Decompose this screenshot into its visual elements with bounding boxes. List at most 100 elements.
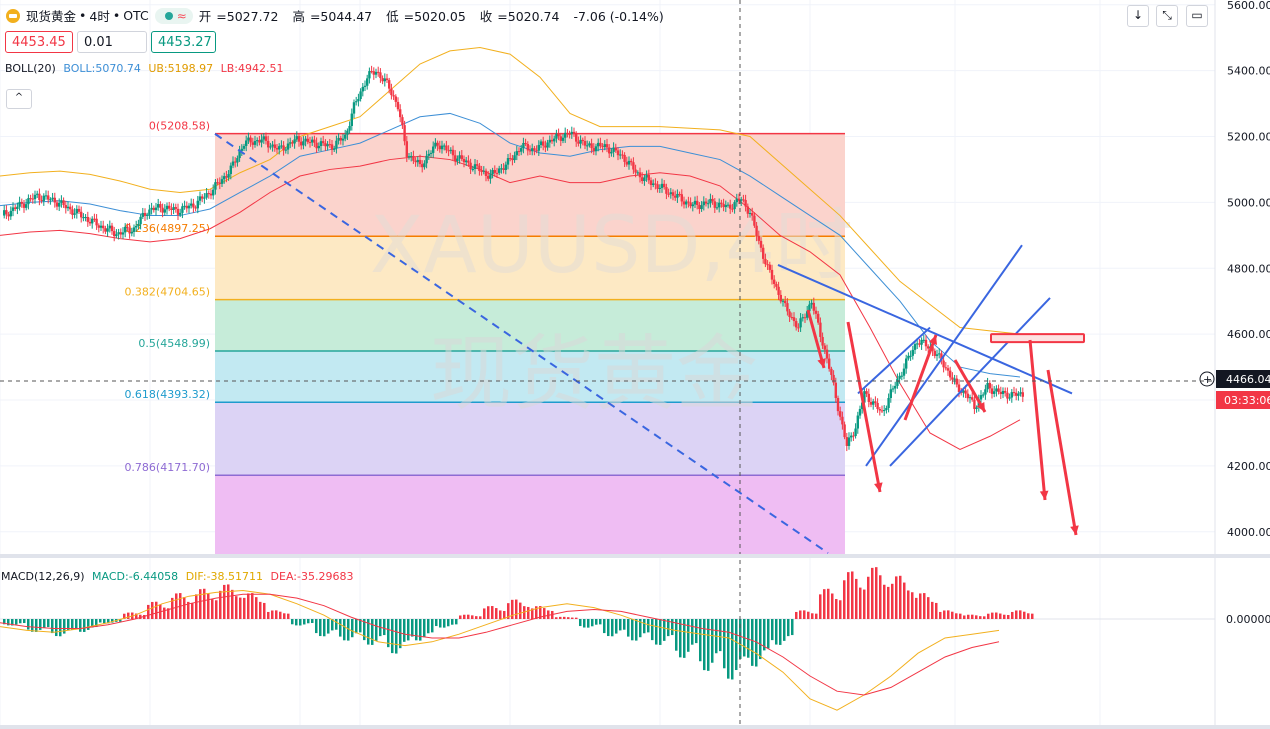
macd-dea-line bbox=[0, 593, 1000, 696]
candle-body bbox=[691, 204, 694, 207]
candle-body bbox=[168, 205, 171, 209]
macd-histogram-bar bbox=[623, 619, 626, 630]
candle-body bbox=[434, 142, 437, 147]
candle-body bbox=[247, 137, 250, 141]
timeframe[interactable]: 4时 bbox=[89, 9, 110, 24]
macd-legend[interactable]: MACD(12,26,9) MACD:-6.44058 DIF:-38.5171… bbox=[1, 570, 357, 583]
fib-zone bbox=[215, 299, 845, 351]
pane-separator[interactable] bbox=[0, 554, 1270, 558]
macd-histogram-bar bbox=[59, 619, 62, 637]
quantity-input[interactable]: 0.01 bbox=[77, 31, 147, 53]
candle-body bbox=[803, 317, 807, 319]
symbol-name[interactable]: 现货黄金 bbox=[26, 9, 77, 24]
macd-histogram-bar bbox=[163, 607, 166, 619]
candle-body bbox=[456, 158, 459, 162]
candle-body bbox=[654, 183, 657, 185]
candle-body bbox=[942, 360, 945, 368]
dif-value: DIF:-38.51711 bbox=[185, 570, 264, 583]
channel-connector-line bbox=[857, 326, 931, 395]
macd-histogram-bar bbox=[955, 613, 958, 619]
candle-body bbox=[909, 355, 912, 357]
candle-body bbox=[522, 142, 525, 149]
candle-body bbox=[407, 156, 411, 158]
candle-body bbox=[460, 155, 463, 160]
fib-zone bbox=[215, 475, 845, 554]
macd-histogram-bar bbox=[591, 619, 594, 627]
candle-body bbox=[913, 344, 917, 350]
candle-body bbox=[652, 183, 655, 185]
bollinger-bands bbox=[0, 47, 1021, 450]
macd-histogram-bar bbox=[563, 616, 566, 619]
macd-histogram-bar bbox=[215, 600, 218, 619]
trend-drawings[interactable] bbox=[214, 133, 1085, 554]
macd-histogram-bar bbox=[407, 619, 410, 641]
macd-histogram-bar bbox=[391, 619, 394, 654]
candle-body bbox=[830, 368, 833, 375]
candle-body bbox=[251, 142, 254, 145]
candle-body bbox=[449, 149, 452, 151]
macd-histogram-bar bbox=[659, 619, 662, 645]
candle-body bbox=[291, 142, 294, 144]
candle-body bbox=[680, 194, 683, 202]
boll-mid-value: BOLL:5070.74 bbox=[63, 62, 141, 75]
candle-body bbox=[227, 174, 230, 178]
macd-histogram-bar bbox=[947, 610, 950, 619]
candle-body bbox=[753, 215, 756, 226]
candle-body bbox=[273, 144, 276, 148]
candle-body bbox=[207, 193, 210, 195]
candle-body bbox=[854, 428, 857, 436]
macd-histogram-bar bbox=[915, 597, 918, 619]
macd-histogram-bar bbox=[627, 619, 630, 637]
candle-body bbox=[603, 144, 606, 148]
candle-body bbox=[469, 162, 472, 170]
buy-button[interactable]: 4453.27 bbox=[151, 31, 216, 53]
candle-body bbox=[911, 349, 914, 356]
market-status-pill[interactable]: ≈ bbox=[154, 7, 193, 24]
candle-body bbox=[861, 402, 864, 409]
candle-body bbox=[707, 203, 710, 205]
macd-histogram-bar bbox=[963, 615, 966, 619]
candle-body bbox=[236, 158, 239, 163]
exchange: OTC bbox=[123, 8, 149, 23]
macd-histogram-bar bbox=[711, 619, 714, 663]
macd-histogram-bar bbox=[259, 601, 262, 619]
boll-legend[interactable]: BOLL(20) BOLL:5070.74 UB:5198.97 LB:4942… bbox=[5, 62, 288, 75]
expand-button[interactable]: ⤡ bbox=[1156, 5, 1178, 27]
candle-body bbox=[190, 203, 193, 206]
candle-body bbox=[64, 205, 67, 209]
candle-body bbox=[414, 160, 417, 163]
macd-histogram-bar bbox=[507, 603, 510, 619]
candle-body bbox=[682, 201, 686, 205]
maximize-button[interactable]: ▭ bbox=[1186, 5, 1208, 27]
price-axis[interactable]: 5600.00 5400.00 5200.00 5000.00 4800.00 4600.… bbox=[1199, 0, 1270, 725]
collapse-legend-button[interactable]: ^ bbox=[6, 89, 32, 109]
macd-histogram-bar bbox=[1015, 610, 1018, 619]
candle-body bbox=[313, 139, 316, 143]
fib-level-label: 0(5208.58) bbox=[149, 120, 210, 133]
candle-body bbox=[940, 353, 943, 361]
candle-body bbox=[93, 218, 96, 220]
candle-body bbox=[95, 218, 98, 226]
candle-body bbox=[531, 148, 534, 152]
macd-histogram-bar bbox=[511, 599, 514, 619]
macd-histogram-bar bbox=[935, 602, 938, 619]
candle-body bbox=[938, 353, 941, 355]
candle-body bbox=[740, 199, 743, 201]
sell-button[interactable]: 4453.45 bbox=[5, 31, 73, 53]
symbol-header: 现货黄金 • 4时 • OTC ≈ 开 =5027.72 高 =5044.47 低 =… bbox=[6, 6, 669, 25]
candle-body bbox=[773, 279, 776, 285]
candle-body bbox=[709, 198, 712, 204]
download-button[interactable]: ↓ bbox=[1127, 5, 1149, 27]
macd-histogram-bar bbox=[155, 601, 158, 619]
candle-body bbox=[524, 142, 527, 144]
macd-histogram-bar bbox=[71, 619, 74, 630]
candle-body bbox=[801, 317, 804, 319]
macd-histogram-bar bbox=[895, 576, 898, 619]
candle-body bbox=[944, 367, 947, 369]
candle-body bbox=[256, 140, 259, 142]
macd-histogram-bar bbox=[599, 619, 602, 625]
macd-histogram-bar bbox=[959, 613, 962, 619]
fib-level-label: 0.236(4897.25) bbox=[124, 222, 210, 235]
candle-body bbox=[355, 101, 358, 103]
